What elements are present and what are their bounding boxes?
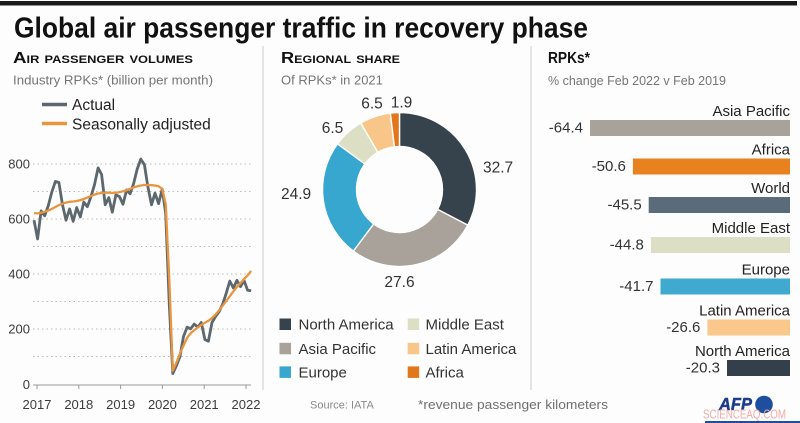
svg-text:Europe: Europe [742, 262, 790, 279]
svg-text:North America: North America [695, 343, 791, 360]
svg-text:Asia Pacific: Asia Pacific [712, 103, 790, 120]
svg-text:2020: 2020 [148, 397, 177, 412]
svg-text:Seasonally adjusted: Seasonally adjusted [72, 117, 211, 134]
svg-text:Global air passenger traffic i: Global air passenger traffic in recovery… [14, 12, 588, 44]
svg-text:AFP: AFP [718, 394, 752, 414]
svg-text:800: 800 [8, 157, 30, 172]
svg-text:World: World [751, 180, 790, 197]
svg-text:RPKs*: RPKs* [548, 50, 591, 67]
svg-text:32.7: 32.7 [483, 160, 513, 177]
svg-text:-50.6: -50.6 [592, 158, 626, 175]
svg-text:Latin America: Latin America [426, 341, 518, 358]
svg-text:200: 200 [8, 322, 30, 337]
svg-text:Latin America: Latin America [699, 303, 791, 320]
svg-text:24.9: 24.9 [281, 186, 311, 203]
svg-text:1.9: 1.9 [391, 95, 413, 112]
svg-text:-64.4: -64.4 [549, 120, 583, 137]
svg-text:SCIENCEAQ.COM: SCIENCEAQ.COM [703, 407, 786, 422]
svg-text:0: 0 [23, 377, 30, 392]
svg-text:2022: 2022 [232, 397, 261, 412]
svg-text:-20.3: -20.3 [686, 360, 720, 377]
svg-text:2019: 2019 [106, 397, 135, 412]
svg-text:% change Feb 2022 v Feb 2019: % change Feb 2022 v Feb 2019 [548, 73, 726, 88]
svg-text:Asia Pacific: Asia Pacific [299, 341, 377, 358]
svg-text:6.5: 6.5 [361, 96, 383, 113]
svg-text:-26.6: -26.6 [666, 319, 700, 336]
svg-text:Air passenger volumes: Air passenger volumes [13, 50, 193, 67]
svg-text:-44.8: -44.8 [610, 237, 644, 254]
svg-text:North America: North America [299, 317, 395, 334]
svg-text:2018: 2018 [64, 397, 93, 412]
svg-text:Africa: Africa [752, 142, 791, 159]
svg-text:Actual: Actual [72, 97, 115, 114]
svg-text:27.6: 27.6 [384, 274, 414, 291]
svg-text:Middle East: Middle East [426, 317, 505, 334]
svg-text:Of RPKs* in 2021: Of RPKs* in 2021 [281, 73, 383, 88]
svg-text:600: 600 [8, 212, 30, 227]
svg-text:Source: IATA: Source: IATA [310, 400, 374, 412]
svg-text:2021: 2021 [190, 397, 219, 412]
svg-text:2017: 2017 [23, 397, 52, 412]
svg-text:Regional share: Regional share [281, 50, 400, 67]
svg-text:Industry RPKs* (billion per mo: Industry RPKs* (billion per month) [13, 73, 213, 88]
svg-text:-41.7: -41.7 [619, 278, 653, 295]
svg-text:Middle East: Middle East [712, 220, 791, 237]
svg-text:-45.5: -45.5 [607, 197, 641, 214]
svg-text:400: 400 [8, 267, 30, 282]
svg-text:Europe: Europe [299, 364, 347, 381]
svg-text:6.5: 6.5 [322, 120, 344, 137]
svg-text:*revenue passenger kilometers: *revenue passenger kilometers [418, 397, 609, 412]
svg-text:Africa: Africa [426, 364, 465, 381]
